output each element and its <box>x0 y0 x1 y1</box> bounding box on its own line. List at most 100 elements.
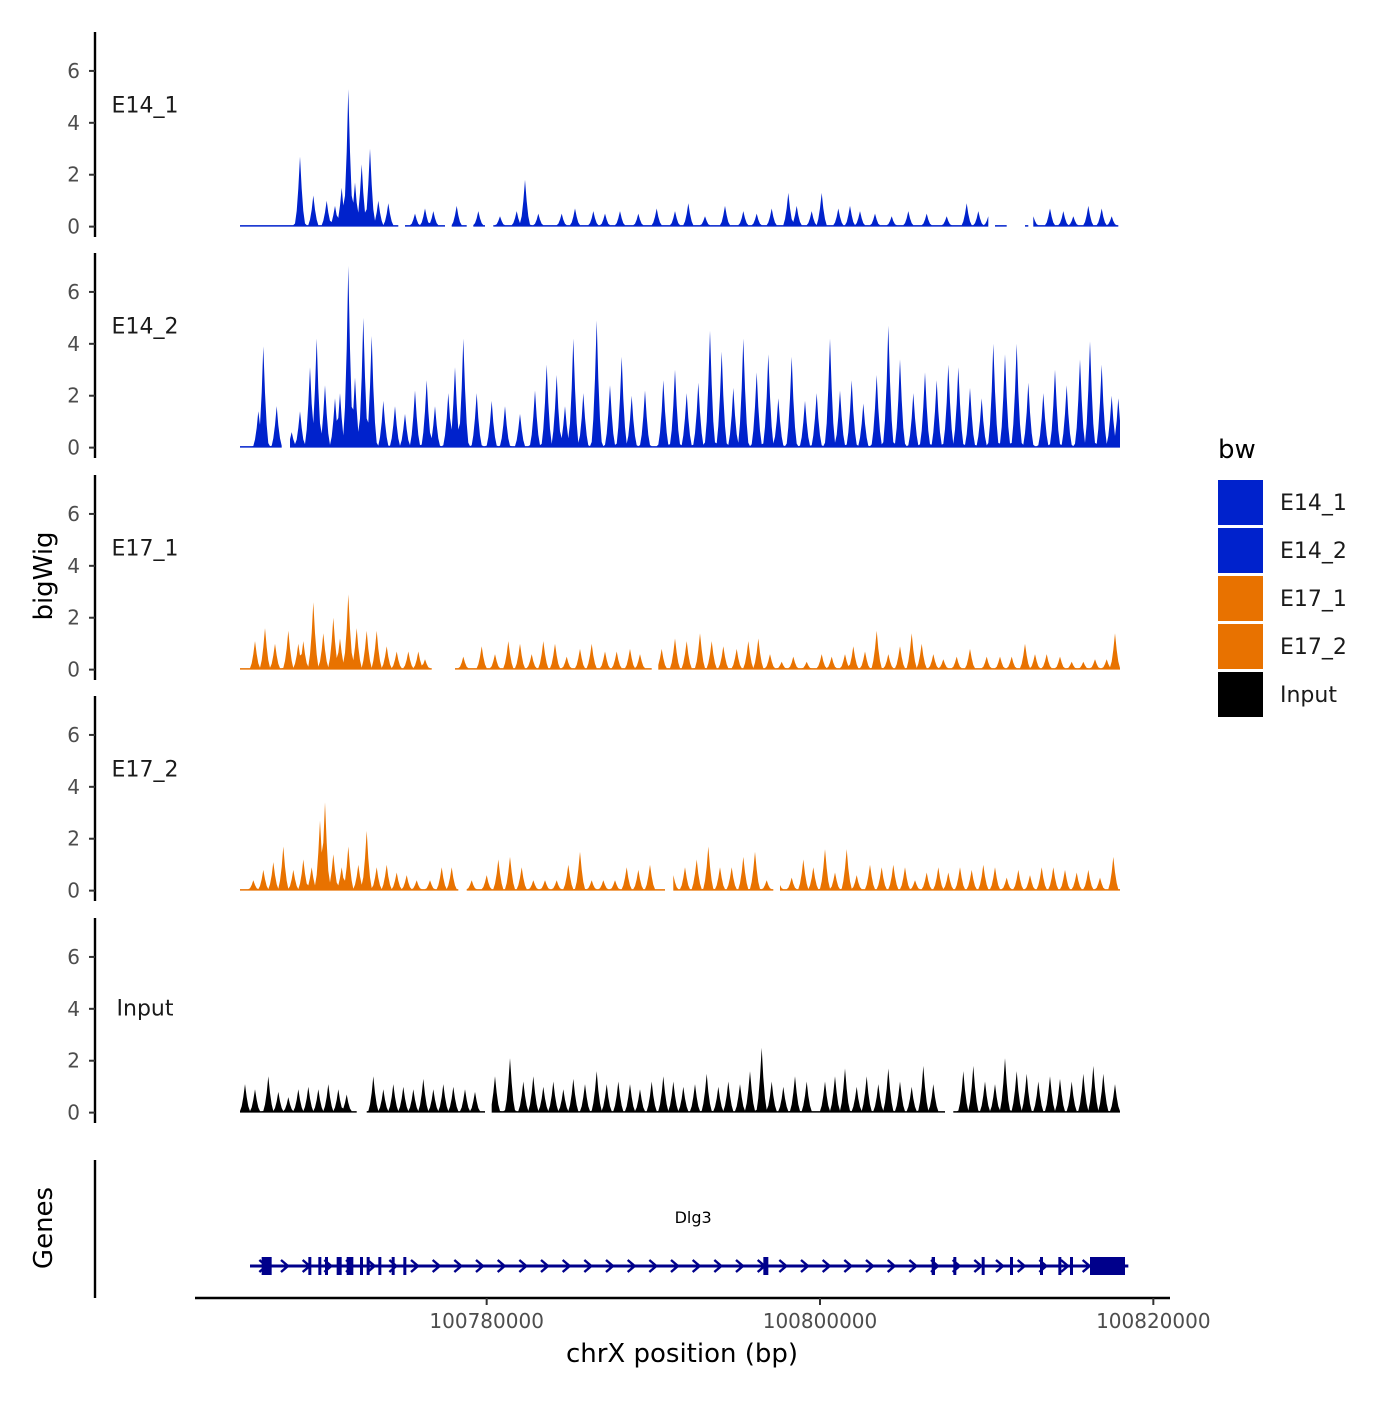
y-tick-label: 2 <box>67 827 80 851</box>
strand-arrow <box>1060 1259 1070 1273</box>
x-tick-label: 100820000 <box>1096 1309 1211 1333</box>
y-tick-label: 4 <box>67 332 80 356</box>
strand-arrow <box>670 1259 680 1273</box>
gene-exon <box>1040 1257 1043 1275</box>
gene-exon <box>346 1257 354 1275</box>
genes-track-title: Genes <box>29 1187 59 1269</box>
strand-arrow <box>865 1259 875 1273</box>
track-label-e17_2: E17_2 <box>112 758 179 783</box>
signal-area-e14_1 <box>240 89 1119 227</box>
y-axis-title: bigWig <box>29 531 59 620</box>
strand-arrow <box>1016 1259 1027 1273</box>
gene-exon <box>931 1257 935 1275</box>
gene-name-label: Dlg3 <box>675 1208 712 1227</box>
gene-exon <box>366 1257 370 1275</box>
track-panel-e17_1: 0 2 4 6 E17_1 <box>67 475 1120 682</box>
strand-arrow <box>410 1259 420 1273</box>
y-tick-label: 6 <box>67 723 80 747</box>
strand-arrow <box>518 1259 529 1273</box>
gene-model-dlg3: Dlg3 <box>250 1208 1129 1275</box>
track-label-e17_1: E17_1 <box>112 537 179 562</box>
strand-arrow <box>800 1259 810 1273</box>
gene-exon <box>378 1257 382 1275</box>
gene-exon <box>360 1257 363 1275</box>
y-tick-label: 4 <box>67 554 80 578</box>
gene-exon <box>318 1257 322 1275</box>
y-tick-label: 4 <box>67 111 80 135</box>
strand-arrow <box>388 1259 399 1273</box>
strand-arrow <box>453 1259 464 1273</box>
y-tick-label: 6 <box>67 59 80 83</box>
strand-arrow <box>648 1259 659 1273</box>
y-tick-label: 6 <box>67 945 80 969</box>
x-tick-label: 100800000 <box>763 1309 878 1333</box>
x-tick-label: 100780000 <box>429 1309 544 1333</box>
gene-exon <box>391 1257 395 1275</box>
gene-exon <box>953 1257 957 1275</box>
gene-exon <box>1090 1257 1125 1275</box>
strand-arrow <box>540 1259 550 1273</box>
strand-arrow <box>583 1259 594 1273</box>
track-label-input: Input <box>117 997 174 1022</box>
y-tick-label: 2 <box>67 384 80 408</box>
gene-exon <box>261 1257 272 1275</box>
signal-area-e14_2 <box>240 266 1120 448</box>
legend-swatch-e17_1 <box>1218 576 1263 621</box>
strand-arrow <box>561 1259 572 1273</box>
strand-arrow <box>691 1259 702 1273</box>
y-tick-label: 0 <box>67 879 80 903</box>
legend-swatch-e17_2 <box>1218 624 1263 669</box>
signal-area-e17_2 <box>240 802 1120 891</box>
gene-exon <box>981 1257 985 1275</box>
strand-arrow <box>713 1259 724 1273</box>
y-tick-label: 0 <box>67 658 80 682</box>
legend-swatch-e14_2 <box>1218 528 1263 573</box>
strand-arrow <box>778 1259 789 1273</box>
track-label-e14_1: E14_1 <box>112 94 179 119</box>
strand-arrow <box>626 1259 637 1273</box>
strand-arrow <box>605 1259 615 1273</box>
track-panel-e14_1: 0 2 4 6 E14_1 <box>67 32 1119 239</box>
strand-arrow <box>280 1259 290 1273</box>
track-panel-e14_2: 0 2 4 6 E14_2 <box>67 253 1120 460</box>
y-tick-label: 4 <box>67 775 80 799</box>
strand-arrow <box>1081 1259 1092 1273</box>
y-tick-label: 0 <box>67 436 80 460</box>
gene-exon <box>763 1257 769 1275</box>
legend-swatch-e14_1 <box>1218 480 1263 525</box>
strand-arrow <box>973 1259 984 1273</box>
strand-arrow <box>366 1259 377 1273</box>
signal-area-input <box>240 1047 1120 1113</box>
strand-arrow <box>735 1259 745 1273</box>
y-tick-label: 0 <box>67 215 80 239</box>
legend-title: bw <box>1218 435 1256 465</box>
strand-arrow <box>995 1259 1005 1273</box>
y-tick-label: 6 <box>67 502 80 526</box>
strand-arrow <box>886 1259 897 1273</box>
signal-area-e17_1 <box>240 594 1120 670</box>
y-tick-label: 2 <box>67 1049 80 1073</box>
strand-arrow <box>908 1259 919 1273</box>
legend-label-e14_2: E14_2 <box>1280 539 1347 564</box>
gene-exon <box>1070 1257 1073 1275</box>
y-tick-label: 4 <box>67 997 80 1021</box>
gene-exon <box>336 1257 342 1275</box>
gene-exon <box>308 1257 312 1275</box>
gene-exon <box>1010 1257 1013 1275</box>
y-tick-label: 0 <box>67 1101 80 1125</box>
track-label-e14_2: E14_2 <box>112 315 179 340</box>
strand-arrow <box>475 1259 485 1273</box>
legend-swatch-input <box>1218 672 1263 717</box>
legend-label-input: Input <box>1280 683 1337 708</box>
strand-arrow <box>431 1259 442 1273</box>
track-panel-input: 0 2 4 6 Input <box>67 918 1120 1125</box>
y-tick-label: 2 <box>67 163 80 187</box>
track-panel-e17_2: 0 2 4 6 E17_2 <box>67 696 1120 903</box>
legend-label-e17_2: E17_2 <box>1280 635 1347 660</box>
legend-label-e17_1: E17_1 <box>1280 587 1347 612</box>
x-axis-title: chrX position (bp) <box>566 1339 798 1369</box>
legend-label-e14_1: E14_1 <box>1280 491 1347 516</box>
y-tick-label: 2 <box>67 606 80 630</box>
